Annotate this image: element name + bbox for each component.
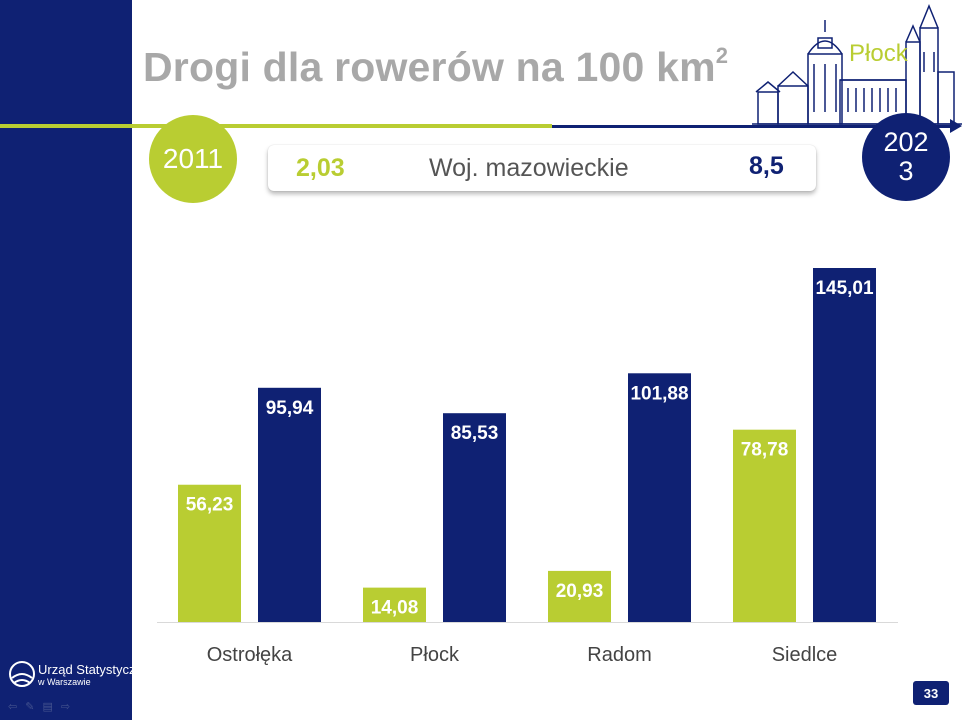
category-label-0: Ostrołęka (207, 644, 293, 666)
category-label-2: Radom (587, 644, 651, 666)
timeline-arrow-icon (950, 119, 962, 133)
data-label-end-3: 145,01 (815, 278, 874, 299)
bar-start-2 (548, 570, 611, 622)
logo-icon (9, 661, 35, 687)
bar-end-0 (258, 387, 321, 622)
voivodeship-label: Woj. mazowieckie (429, 154, 629, 182)
bar-end-3 (813, 268, 876, 622)
category-label-1: Płock (410, 644, 460, 666)
cathedral-icon (752, 4, 962, 125)
bar-start-0 (178, 484, 241, 622)
menu-icon[interactable]: ▤ (42, 701, 61, 713)
data-label-start-0: 56,23 (186, 495, 234, 516)
voivodeship-value-end: 8,5 (749, 152, 784, 180)
data-label-end-2: 101,88 (630, 383, 688, 404)
back-arrow-icon[interactable]: ⇦ (8, 701, 26, 713)
timeline-green (0, 124, 552, 128)
data-label-start-3: 78,78 (741, 440, 789, 461)
bar-start-3 (733, 429, 796, 622)
data-label-end-1: 85,53 (451, 423, 499, 444)
slide-nav: ⇦✎▤⇨ (8, 700, 78, 713)
logo-text: Urząd Statystyczny (38, 662, 150, 677)
pen-icon[interactable]: ✎ (25, 701, 43, 713)
year-end-badge: 2023 (862, 113, 950, 201)
voivodeship-value-start: 2,03 (296, 154, 345, 182)
data-label-start-1: 14,08 (371, 598, 419, 619)
bar-end-1 (443, 413, 506, 622)
data-label-start-2: 20,93 (556, 581, 604, 602)
bar-start-1 (363, 587, 426, 622)
forward-arrow-icon[interactable]: ⇨ (60, 701, 79, 713)
page-number: 33 (913, 681, 949, 705)
logo-subtext: w Warszawie (38, 677, 91, 687)
year-start-badge: 2011 (149, 115, 237, 203)
category-label-3: Siedlce (772, 644, 838, 666)
timeline-blue (552, 125, 952, 128)
bar-end-2 (628, 373, 691, 622)
slide-title: Drogi dla rowerów na 100 km2 (143, 43, 729, 90)
left-sidebar (0, 0, 132, 720)
data-label-end-0: 95,94 (266, 398, 314, 419)
city-label: Płock (849, 40, 908, 67)
voivodeship-box: 2,03 Woj. mazowieckie 8,5 (268, 145, 816, 191)
